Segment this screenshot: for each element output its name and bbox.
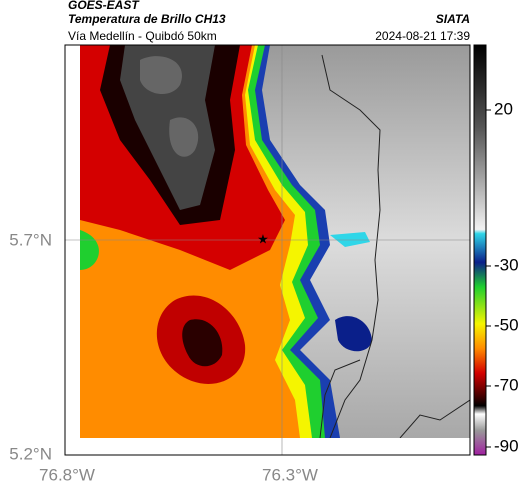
colorbar-label: 20 <box>494 99 513 118</box>
brand: SIATA <box>436 12 470 26</box>
colorbar-label: -30 <box>494 255 519 274</box>
lat-label: 5.7°N <box>9 230 52 249</box>
colorbar: 20 -30 -50 -70 -90 <box>473 44 519 456</box>
lat-label: 5.2°N <box>9 444 52 463</box>
colorbar-scale <box>473 44 487 456</box>
imagery <box>80 45 470 438</box>
colorbar-label: -70 <box>494 375 519 394</box>
source: GOES-EAST <box>68 0 140 12</box>
lon-label: 76.3°W <box>262 465 318 484</box>
lon-label: 76.8°W <box>39 465 95 484</box>
location-star: ★ <box>257 231 269 246</box>
colorbar-label: -90 <box>494 436 519 455</box>
subtitle: Vía Medellín - Quibdó 50km <box>68 29 217 43</box>
title: Temperatura de Brillo CH13 <box>68 12 226 26</box>
map-frame <box>64 44 471 456</box>
map: ★ <box>64 44 471 456</box>
timestamp: 2024-08-21 17:39 <box>375 29 470 43</box>
colorbar-label: -50 <box>494 315 519 334</box>
